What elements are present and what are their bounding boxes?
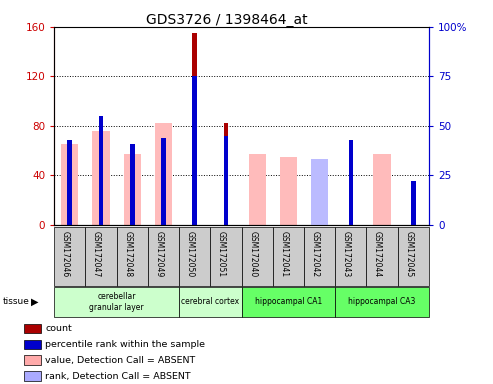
Bar [349, 140, 353, 225]
Bar [242, 227, 273, 286]
Bar [161, 137, 166, 225]
Bar [61, 144, 78, 225]
Bar [24, 339, 40, 349]
Text: GSM172047: GSM172047 [92, 231, 101, 278]
Bar [179, 227, 211, 286]
Bar [54, 227, 85, 286]
Bar [54, 287, 179, 317]
Text: tissue: tissue [2, 297, 30, 306]
Text: value, Detection Call = ABSENT: value, Detection Call = ABSENT [45, 356, 196, 365]
Bar [24, 324, 40, 333]
Bar [411, 181, 416, 225]
Text: GSM172042: GSM172042 [311, 231, 319, 278]
Bar [242, 287, 335, 317]
Bar [273, 227, 304, 286]
Text: GDS3726 / 1398464_at: GDS3726 / 1398464_at [146, 13, 308, 27]
Bar [398, 227, 429, 286]
Text: GSM172041: GSM172041 [280, 231, 288, 278]
Text: GSM172050: GSM172050 [186, 231, 195, 278]
Bar [335, 287, 429, 317]
Bar [148, 227, 179, 286]
Bar [304, 227, 335, 286]
Bar [224, 123, 228, 225]
Bar [280, 157, 297, 225]
Text: GSM172048: GSM172048 [123, 231, 132, 278]
Text: GSM172044: GSM172044 [373, 231, 382, 278]
Bar [130, 144, 135, 225]
Bar [248, 154, 266, 225]
Bar [192, 33, 197, 225]
Bar [366, 227, 398, 286]
Text: GSM172049: GSM172049 [154, 231, 164, 278]
Bar [93, 131, 109, 225]
Bar [117, 227, 148, 286]
Bar [192, 76, 197, 225]
Bar [85, 227, 117, 286]
Bar [335, 227, 366, 286]
Bar [124, 154, 141, 225]
Text: rank, Detection Call = ABSENT: rank, Detection Call = ABSENT [45, 372, 191, 381]
Text: GSM172046: GSM172046 [61, 231, 70, 278]
Bar [24, 356, 40, 365]
Bar [68, 140, 72, 225]
Text: GSM172051: GSM172051 [217, 231, 226, 278]
Bar [411, 181, 416, 225]
Text: ▶: ▶ [31, 297, 38, 307]
Bar [349, 153, 353, 225]
Text: cerebral cortex: cerebral cortex [181, 297, 240, 306]
Text: GSM172040: GSM172040 [248, 231, 257, 278]
Bar [311, 159, 328, 225]
Text: percentile rank within the sample: percentile rank within the sample [45, 340, 205, 349]
Text: count: count [45, 324, 72, 333]
Bar [99, 116, 104, 225]
Bar [211, 227, 242, 286]
Text: GSM172045: GSM172045 [404, 231, 413, 278]
Text: hippocampal CA3: hippocampal CA3 [349, 297, 416, 306]
Text: hippocampal CA1: hippocampal CA1 [255, 297, 322, 306]
Bar [155, 123, 172, 225]
Bar [374, 154, 390, 225]
Bar [24, 371, 40, 381]
Bar [179, 287, 242, 317]
Bar [224, 136, 228, 225]
Text: GSM172043: GSM172043 [342, 231, 351, 278]
Text: cerebellar
granular layer: cerebellar granular layer [89, 292, 144, 311]
